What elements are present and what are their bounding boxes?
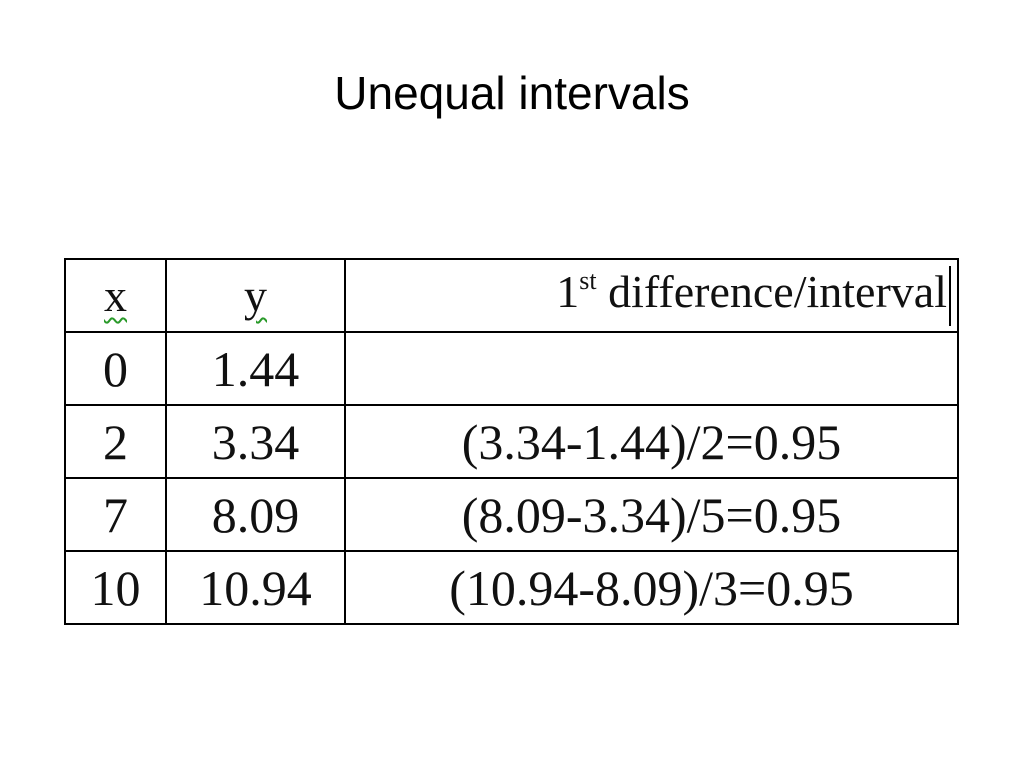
header-x-label: x xyxy=(104,270,127,321)
cell-x: 0 xyxy=(64,331,167,406)
table-row: 2 3.34 (3.34-1.44)/2=0.95 xyxy=(64,404,959,479)
cell-diff: (3.34-1.44)/2=0.95 xyxy=(344,404,959,479)
header-diff-prefix: 1 xyxy=(556,265,580,317)
cell-diff xyxy=(344,331,959,406)
cell-diff: (10.94-8.09)/3=0.95 xyxy=(344,550,959,625)
table-header-row: x y 1st difference/interval xyxy=(64,258,959,333)
table-row: 10 10.94 (10.94-8.09)/3=0.95 xyxy=(64,550,959,625)
cell-x: 10 xyxy=(64,550,167,625)
differences-table: x y 1st difference/interval 0 1.44 2 3.3… xyxy=(64,258,959,625)
header-diff-sup: st xyxy=(579,265,597,295)
slide-title: Unequal intervals xyxy=(334,67,690,119)
text-cursor xyxy=(949,266,951,327)
cell-y: 1.44 xyxy=(165,331,346,406)
cell-diff: (8.09-3.34)/5=0.95 xyxy=(344,477,959,552)
header-difference: 1st difference/interval xyxy=(344,258,959,333)
header-y: y xyxy=(165,258,346,333)
cell-x: 2 xyxy=(64,404,167,479)
header-diff-rest: difference/interval xyxy=(596,265,947,317)
cell-y: 8.09 xyxy=(165,477,346,552)
cell-y: 3.34 xyxy=(165,404,346,479)
cell-x: 7 xyxy=(64,477,167,552)
cell-y: 10.94 xyxy=(165,550,346,625)
table-row: 0 1.44 xyxy=(64,331,959,406)
table-row: 7 8.09 (8.09-3.34)/5=0.95 xyxy=(64,477,959,552)
header-x: x xyxy=(64,258,167,333)
header-y-label: y xyxy=(244,270,267,321)
